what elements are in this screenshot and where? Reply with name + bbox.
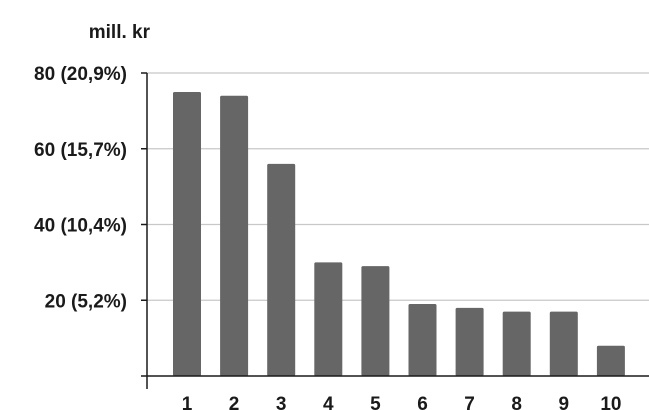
bar-10 (596, 345, 625, 376)
y-tick-label: 20 (5,2%) (45, 291, 127, 312)
x-tick-label: 7 (464, 394, 475, 410)
y-tick-label: 60 (15,7%) (34, 140, 127, 161)
bar-4 (314, 262, 343, 376)
tick-labels: 80 (20,9%) 60 (15,7%) 40 (10,4%) 20 (5,2%) 1… (34, 64, 621, 410)
x-tick-label: 9 (559, 394, 570, 410)
x-tick-label: 8 (511, 394, 522, 410)
bar-9 (549, 311, 578, 376)
bar-5 (361, 266, 390, 376)
bars (173, 91, 625, 376)
x-tick-label: 1 (182, 394, 193, 410)
axes (141, 72, 649, 389)
bar-2 (220, 95, 249, 376)
x-tick-label: 5 (370, 394, 381, 410)
y-axis-unit-label: mill. kr (89, 22, 151, 43)
bar-1 (173, 91, 201, 376)
x-tick-label: 4 (323, 394, 334, 410)
x-tick-label: 3 (276, 394, 287, 410)
x-tick-label: 2 (229, 394, 240, 410)
bar-3 (267, 163, 296, 376)
y-tick-label: 40 (10,4%) (34, 216, 127, 237)
y-tick-label: 80 (20,9%) (34, 64, 127, 85)
bar-8 (502, 311, 531, 376)
x-tick-label: 10 (600, 394, 621, 410)
bar-6 (408, 304, 437, 376)
bar-7 (455, 307, 484, 376)
x-tick-label: 6 (417, 394, 428, 410)
